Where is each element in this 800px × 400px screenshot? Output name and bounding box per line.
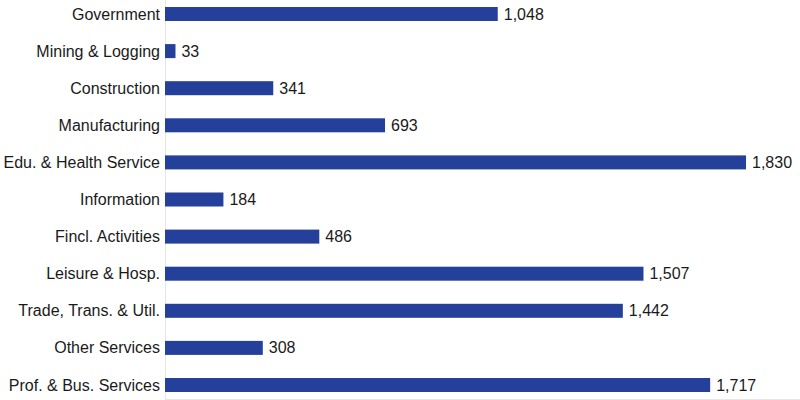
bar <box>165 267 643 281</box>
category-label: Trade, Trans. & Util. <box>18 302 160 319</box>
category-label: Information <box>80 191 160 208</box>
bars <box>165 7 746 392</box>
bar <box>165 230 319 244</box>
bar <box>165 44 175 58</box>
data-label: 1,830 <box>752 154 792 171</box>
data-label: 1,507 <box>649 265 689 282</box>
bar <box>165 378 710 392</box>
x-axis-line <box>165 399 800 400</box>
category-label: Construction <box>70 80 160 97</box>
bar <box>165 118 385 132</box>
bar <box>165 7 498 21</box>
data-label: 693 <box>391 117 418 134</box>
data-label: 341 <box>279 80 306 97</box>
category-label: Prof. & Bus. Services <box>9 377 160 394</box>
bar <box>165 341 263 355</box>
chart-container: Government 1,048 Mining & Logging 33 Constru… <box>0 0 800 400</box>
bar <box>165 81 273 95</box>
data-label: 33 <box>181 43 199 60</box>
category-label: Other Services <box>54 339 160 356</box>
category-label: Manufacturing <box>59 117 160 134</box>
bar-chart: Government 1,048 Mining & Logging 33 Constru… <box>0 0 800 400</box>
data-label: 1,048 <box>504 6 544 23</box>
bar <box>165 304 623 318</box>
data-label: 308 <box>269 339 296 356</box>
category-label: Fincl. Activities <box>55 228 160 245</box>
category-label: Leisure & Hosp. <box>46 265 160 282</box>
labels: Government 1,048 Mining & Logging 33 Constru… <box>3 6 792 394</box>
data-label: 184 <box>229 191 256 208</box>
data-label: 1,717 <box>716 377 756 394</box>
category-label: Government <box>72 6 161 23</box>
bar <box>165 155 746 169</box>
category-label: Edu. & Health Service <box>3 154 160 171</box>
bar <box>165 193 223 207</box>
category-label: Mining & Logging <box>36 43 160 60</box>
data-label: 486 <box>325 228 352 245</box>
data-label: 1,442 <box>629 302 669 319</box>
